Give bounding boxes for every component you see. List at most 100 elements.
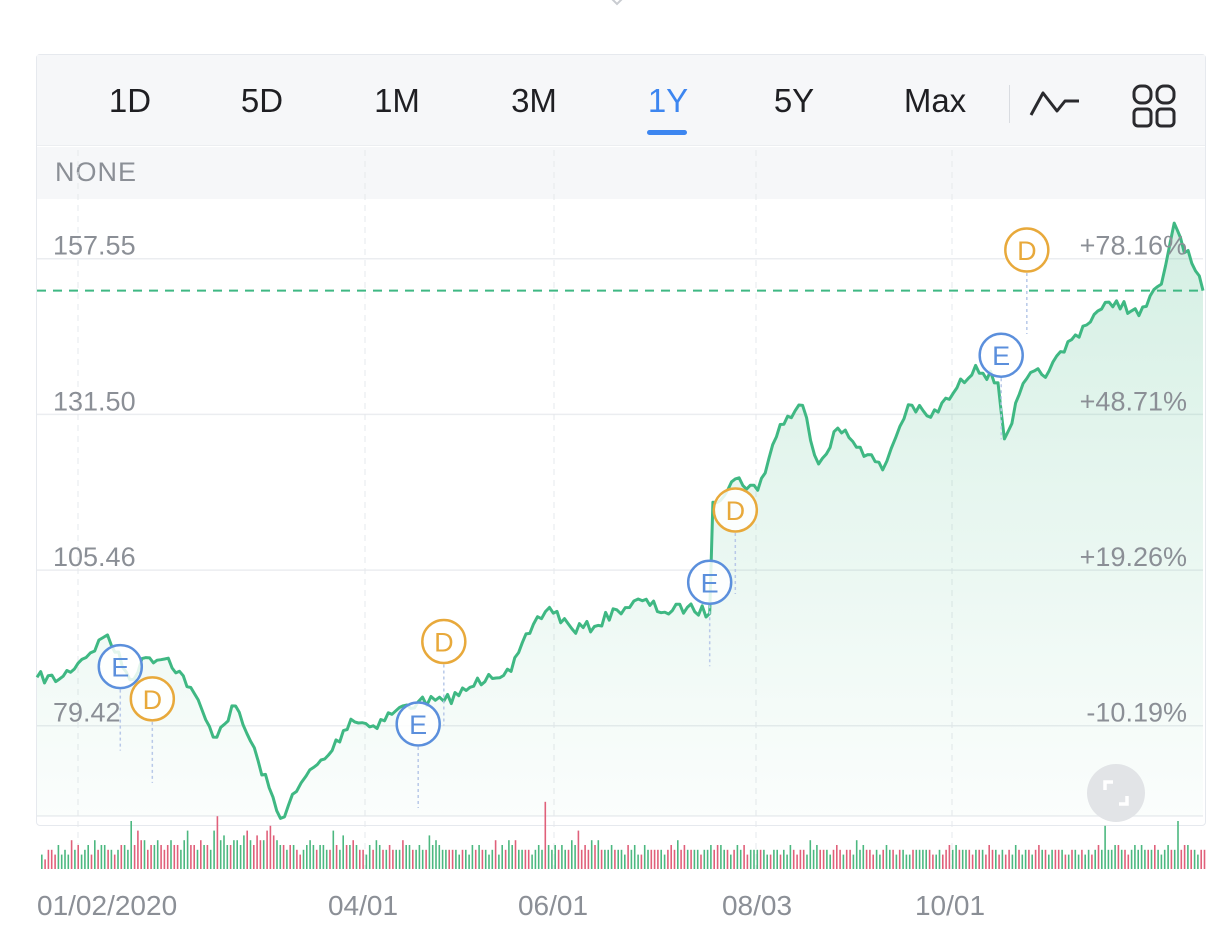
volume-bar xyxy=(918,849,921,869)
volume-bar xyxy=(508,840,510,869)
volume-bar xyxy=(153,845,156,869)
volume-bar xyxy=(1018,849,1020,869)
volume-bar xyxy=(915,849,918,869)
volume-bar xyxy=(643,845,646,869)
volume-bar xyxy=(826,849,828,869)
dividend-marker[interactable] xyxy=(421,618,467,665)
volume-bar xyxy=(726,849,729,869)
volume-bar xyxy=(773,849,775,869)
tab-max[interactable]: Max xyxy=(903,82,967,119)
tab-5d[interactable]: 5D xyxy=(240,82,284,119)
volume-bar xyxy=(180,849,182,869)
tab-3m[interactable]: 3M xyxy=(511,82,557,119)
volume-bar xyxy=(1144,849,1146,869)
volume-bar xyxy=(779,854,782,869)
volume-bar xyxy=(839,849,841,869)
earnings-marker[interactable] xyxy=(97,643,144,690)
volume-bar xyxy=(521,849,523,869)
volume-bar xyxy=(309,840,311,869)
volume-bar xyxy=(243,835,245,869)
fullscreen-button[interactable] xyxy=(1087,764,1145,822)
volume-bar xyxy=(657,849,659,869)
volume-bar xyxy=(733,849,735,869)
dividend-marker[interactable] xyxy=(129,676,176,722)
volume-bar xyxy=(405,845,407,869)
volume-bar xyxy=(908,854,911,869)
volume-bar xyxy=(988,845,990,869)
volume-bar xyxy=(206,845,209,869)
volume-bar xyxy=(163,849,166,869)
x-tick-label: 04/01 xyxy=(328,890,398,921)
volume-bar xyxy=(627,845,629,869)
volume-bar xyxy=(624,854,626,869)
volume-bar xyxy=(196,849,199,869)
volume-bar xyxy=(54,854,56,869)
dividend-marker[interactable] xyxy=(1004,227,1050,273)
volume-bar xyxy=(471,845,474,869)
volume-bar xyxy=(365,854,368,869)
volume-bar xyxy=(1183,845,1186,869)
volume-bar xyxy=(176,845,179,869)
volume-bar xyxy=(1091,854,1093,869)
grid-layout-icon[interactable] xyxy=(1131,83,1177,129)
tab-1m[interactable]: 1M xyxy=(374,82,420,119)
line-chart-icon[interactable] xyxy=(1027,85,1083,121)
volume-bar xyxy=(673,849,676,869)
tab-5y[interactable]: 5Y xyxy=(773,82,815,119)
volume-bar xyxy=(567,849,570,869)
volume-bar xyxy=(584,845,586,869)
volume-bar xyxy=(70,840,73,869)
volume-bar xyxy=(1190,849,1192,869)
dividend-marker-label: D xyxy=(434,627,454,657)
volume-bar xyxy=(928,849,931,869)
volume-bar xyxy=(504,849,507,869)
earnings-marker[interactable] xyxy=(395,701,441,747)
volume-bar xyxy=(845,849,848,869)
volume-bar xyxy=(769,854,772,869)
volume-bar xyxy=(551,849,553,869)
volume-bar xyxy=(345,845,348,869)
volume-bar xyxy=(1081,849,1083,869)
volume-bar xyxy=(1001,849,1004,869)
volume-bar xyxy=(47,849,50,869)
volume-bar xyxy=(302,849,305,869)
volume-bar xyxy=(534,849,537,869)
earnings-marker[interactable] xyxy=(686,559,733,606)
volume-bar xyxy=(1028,849,1030,869)
volume-bar xyxy=(143,840,146,869)
volume-bar xyxy=(746,854,749,869)
volume-bar xyxy=(736,845,739,869)
volume-bar xyxy=(713,849,715,869)
volume-bar xyxy=(663,854,666,869)
volume-bar xyxy=(166,845,169,869)
dividend-marker[interactable] xyxy=(712,487,759,533)
volume-bar xyxy=(749,849,752,869)
volume-bar xyxy=(107,849,109,869)
volume-bar xyxy=(620,849,623,869)
volume-bar xyxy=(74,849,76,869)
volume-bar xyxy=(872,854,874,869)
volume-bar xyxy=(494,840,497,869)
volume-bar xyxy=(315,849,318,869)
volume-bar xyxy=(213,830,215,869)
tab-1y[interactable]: 1Y xyxy=(647,82,689,119)
volume-bar xyxy=(1041,849,1043,869)
volume-bar xyxy=(882,849,884,869)
volume-bar xyxy=(398,849,401,869)
volume-bar xyxy=(190,845,192,869)
volume-bar xyxy=(925,849,927,869)
volume-bar xyxy=(998,854,1000,869)
earnings-marker[interactable] xyxy=(978,332,1024,378)
volume-bar xyxy=(610,845,613,869)
volume-bar xyxy=(991,849,994,869)
volume-bar xyxy=(1197,854,1199,869)
fullscreen-icon xyxy=(1103,780,1129,806)
volume-bar xyxy=(282,845,285,869)
volume-bar xyxy=(865,849,868,869)
volume-bar xyxy=(140,840,142,869)
volume-bar xyxy=(816,845,818,869)
volume-bar xyxy=(892,849,894,869)
volume-bar xyxy=(1124,849,1126,869)
volume-bar xyxy=(474,849,477,869)
tab-1d[interactable]: 1D xyxy=(108,82,152,119)
